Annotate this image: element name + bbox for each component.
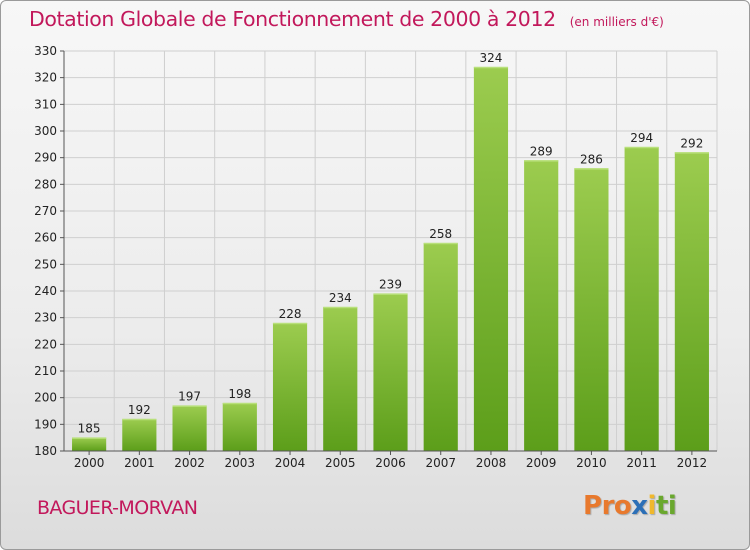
logo-letter: i [647,491,657,521]
logo-letter: i [667,491,677,521]
y-tick-label: 290 [34,151,57,165]
data-label: 292 [680,136,703,150]
data-label: 324 [480,51,503,65]
chart-title-text: Dotation Globale de Fonctionnement de 20… [29,7,556,31]
y-tick-label: 260 [34,231,57,245]
x-tick-label: 2012 [677,456,708,470]
x-tick-label: 2008 [476,456,507,470]
y-tick-label: 300 [34,124,57,138]
bar [323,307,358,451]
data-label: 198 [228,387,251,401]
y-tick-label: 180 [34,444,57,458]
data-label: 294 [630,131,653,145]
y-tick-label: 240 [34,284,57,298]
y-tick-label: 200 [34,391,57,405]
x-tick-label: 2007 [425,456,456,470]
y-tick-label: 210 [34,364,57,378]
x-tick-label: 2001 [124,456,155,470]
x-tick-label: 2005 [325,456,356,470]
bar [624,147,659,451]
data-label: 192 [128,403,151,417]
y-tick-label: 270 [34,204,57,218]
chart-title: Dotation Globale de Fonctionnement de 20… [29,7,664,31]
y-tick-label: 280 [34,177,57,191]
data-label: 239 [379,278,402,292]
chart-unit: (en milliers d'€) [569,15,664,29]
bar [473,67,509,451]
bar [222,403,257,451]
x-tick-label: 2011 [626,456,657,470]
x-axis: 2000 2001 2002 2003 2004 2005 2006 2007 2008 2009… [64,450,717,470]
x-tick-label: 2003 [225,456,256,470]
bar [524,160,559,452]
bar [72,437,107,451]
logo-letter: t [655,491,668,521]
commune-name: BAGUER-MORVAN [37,497,198,519]
bar [674,152,709,452]
bar [423,243,458,451]
y-tick-label: 320 [34,71,57,85]
data-label: 228 [279,307,302,321]
bars: 185 192 197 198 228 234 239 258 324 289 286 294 292 [72,51,709,452]
bar [272,323,308,451]
x-tick-label: 2000 [74,456,105,470]
logo-letter: P [583,491,602,521]
data-label: 185 [78,422,101,436]
proxiti-logo: Proxiti [583,491,677,521]
y-tick-label: 190 [34,417,57,431]
logo-letter: r [601,491,615,521]
x-tick-label: 2010 [576,456,607,470]
y-tick-label: 220 [34,337,57,351]
data-label: 258 [429,227,452,241]
logo-letter: o [613,491,632,521]
bar [574,168,609,452]
y-tick-label: 230 [34,311,57,325]
y-tick-label: 330 [34,44,57,58]
x-tick-label: 2006 [375,456,406,470]
y-tick-label: 310 [34,97,57,111]
x-tick-label: 2002 [174,456,205,470]
data-label: 289 [530,144,553,158]
data-label: 286 [580,152,603,166]
bar [373,293,408,451]
logo-letter: x [631,491,648,521]
bar [172,405,207,451]
data-label: 234 [329,291,352,305]
x-tick-label: 2009 [526,456,557,470]
y-tick-label: 250 [34,257,57,271]
bar [122,419,157,451]
data-label: 197 [178,390,201,404]
x-tick-label: 2004 [275,456,306,470]
y-axis: 180 190 200 210 220 230 240 250 260 270 280 290 300 3… [34,44,65,458]
